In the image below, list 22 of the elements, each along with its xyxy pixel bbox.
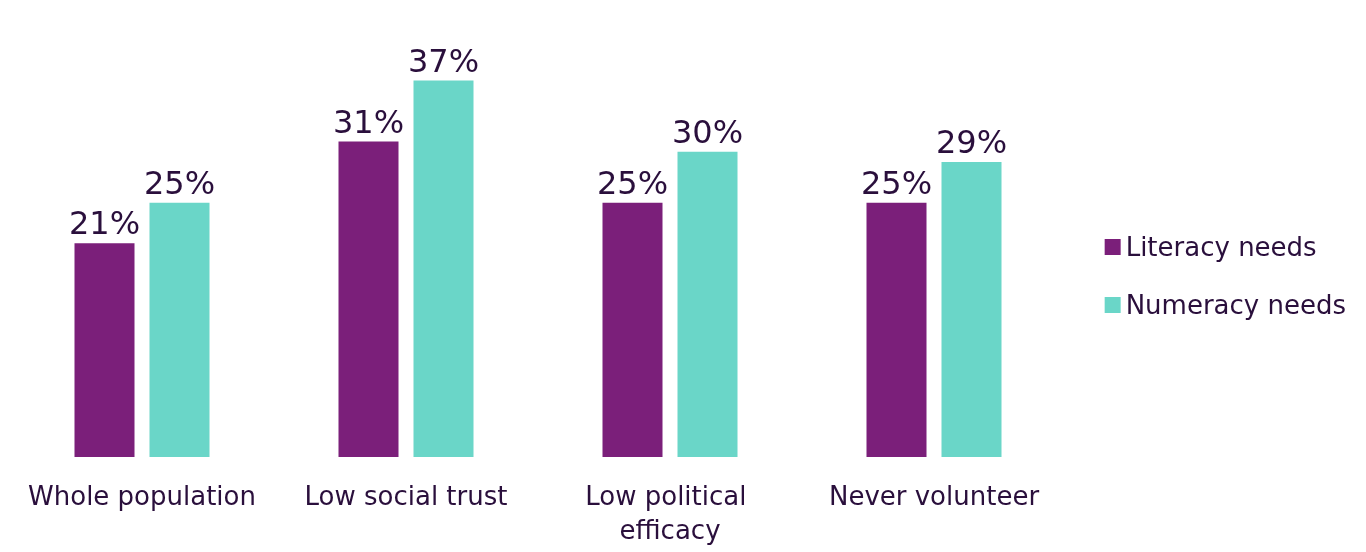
legend-label: Numeracy needs <box>1125 290 1346 320</box>
data-label: 30% <box>671 112 744 151</box>
data-label: 29% <box>935 122 1008 161</box>
legend-label: Literacy needs <box>1125 232 1317 262</box>
x-tick-label: Low political efficacy <box>585 481 755 545</box>
data-label: 25% <box>860 163 933 202</box>
bar <box>677 151 738 457</box>
data-label: 31% <box>332 102 405 141</box>
bar <box>866 202 927 457</box>
x-tick-label: Never volunteer <box>828 481 1040 511</box>
bar <box>413 80 474 457</box>
data-label: 25% <box>596 163 669 202</box>
bar <box>941 161 1002 457</box>
data-label: 21% <box>68 204 141 243</box>
bar <box>602 202 663 457</box>
bar <box>74 243 135 457</box>
bar <box>149 202 210 457</box>
data-label: 37% <box>407 41 480 80</box>
x-tick-label: Whole population <box>28 481 256 511</box>
bar <box>338 141 399 457</box>
data-label: 25% <box>143 163 216 202</box>
x-tick-label: Low social trust <box>304 481 508 511</box>
